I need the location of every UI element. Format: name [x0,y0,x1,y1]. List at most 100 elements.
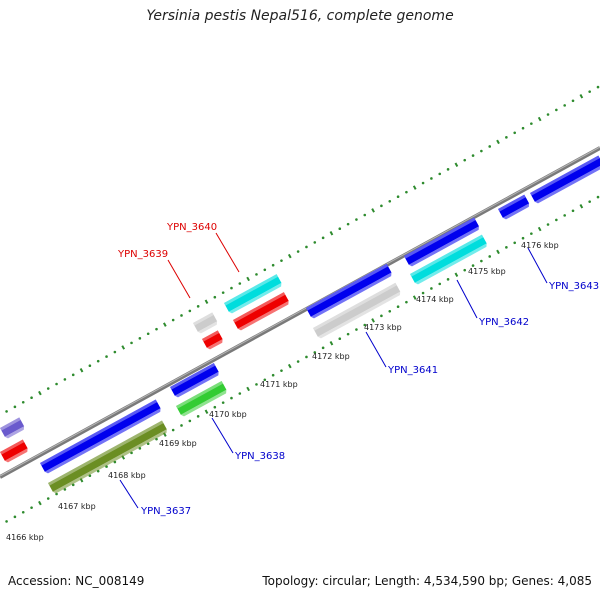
outer-scale-tick [496,139,500,145]
feature-face [0,439,28,461]
feature-face [404,217,479,265]
feature-highlight [306,263,389,311]
outer-scale-dot [21,400,25,404]
feature-shadow [534,166,600,204]
scale-label: 4175 kbp [468,267,506,276]
inner-scale-tick [579,203,584,209]
gene-label-ypn-3640[interactable]: YPN_3640 [166,222,217,233]
scale-label: 4171 kbp [260,380,298,389]
feature-shadow [197,321,218,334]
genome-backbone-highlight [0,146,600,477]
feature-face [170,362,219,396]
outer-scale-dot [113,350,117,354]
outer-scale-dot [430,177,433,180]
feature-highlight [202,330,220,342]
feature-shadow [44,408,161,474]
accession-text: Accession: NC_008149 [8,574,145,588]
scale-label: 4172 kbp [312,352,350,361]
gene-label-ypn-3638[interactable]: YPN_3638 [234,451,285,462]
inner-scale-dot [380,314,383,318]
feature-block-ypn-3637 [40,399,161,474]
outer-scale-dot [188,309,192,313]
inner-scale-dot [571,209,575,213]
feature-block-ypn-3638 [176,380,227,417]
inner-scale-dot [480,259,483,263]
feature-shadow [4,448,28,463]
outer-scale-dot [13,405,17,409]
gene-label-ypn-3642[interactable]: YPN_3642 [478,317,529,328]
feature-highlight [404,217,476,259]
inner-scale-dot [555,218,558,222]
inner-scale-dot [471,264,475,267]
inner-scale-dot [563,214,566,217]
inner-scale-dot [196,415,200,418]
outer-scale-dot [480,149,483,153]
scale-label: 4167 kbp [58,502,96,511]
gene-label-ypn-3641[interactable]: YPN_3641 [387,365,438,376]
feature-highlight [0,439,25,455]
inner-scale-dot [430,287,433,290]
outer-scale-dot [255,273,258,276]
feature-highlight [40,399,158,466]
gene-leader-line [119,479,139,509]
outer-scale-dot [213,295,217,299]
outer-scale-dot [396,195,400,199]
outer-scale-dot [513,131,517,135]
outer-scale-tick [371,208,375,213]
outer-scale-dot [30,396,33,399]
feature-block-ypn-3639-alt [202,330,223,350]
inner-scale-dot [238,392,242,395]
gene-label-ypn-3643[interactable]: YPN_3643 [548,281,599,292]
feature-shadow [4,426,25,439]
outer-scale-dot [405,190,408,194]
feature-highlight [0,417,21,431]
outer-scale-dot [146,332,150,336]
feature-highlight [233,292,286,323]
inner-scale-tick [412,295,417,300]
outer-scale-dot [546,113,550,116]
feature-face [410,234,487,283]
genome-summary-text: Topology: circular; Length: 4,534,590 bp… [262,574,592,588]
outer-scale-dot [530,122,533,125]
inner-scale-dot [446,278,450,281]
feature-highlight [224,274,279,306]
outer-scale-dot [171,318,175,322]
feature-block-ypn-3640-alt [233,292,289,331]
feature-face [193,312,218,332]
inner-scale-dot [488,255,492,258]
outer-scale-tick [79,368,84,373]
outer-scale-tick [454,162,459,167]
outer-scale-dot [313,241,317,244]
inner-scale-dot [596,195,600,199]
outer-scale-dot [296,250,300,253]
feature-shadow [237,300,289,331]
outer-scale-dot [155,327,158,331]
inner-scale-dot [355,328,358,331]
gene-label-ypn-3639[interactable]: YPN_3639 [117,249,168,260]
feature-block [170,362,219,398]
outer-scale-dot [238,282,242,285]
feature-face [40,399,161,472]
inner-scale-dot [171,428,175,432]
feature-block-ypn-3642-alt [410,234,487,285]
gene-label-ypn-3637[interactable]: YPN_3637 [140,506,191,517]
feature-highlight [498,194,526,212]
feature-highlight [48,420,164,486]
feature-face [224,274,282,312]
inner-scale-dot [221,401,225,404]
outer-scale-dot [446,168,450,171]
outer-scale-dot [346,222,350,226]
feature-face [530,155,600,202]
feature-face [498,194,530,218]
gene-leader-line [527,247,548,284]
outer-scale-dot [230,286,233,290]
feature-block [530,155,600,204]
inner-scale-dot [213,405,217,409]
feature-block-ypn-3637-alt [48,420,167,494]
outer-scale-dots [0,85,600,418]
inner-scale-dot [271,373,275,377]
outer-scale-dot [71,373,75,377]
outer-scale-tick [121,345,126,350]
inner-scale-dot [338,337,342,340]
feature-shadow [317,291,401,339]
